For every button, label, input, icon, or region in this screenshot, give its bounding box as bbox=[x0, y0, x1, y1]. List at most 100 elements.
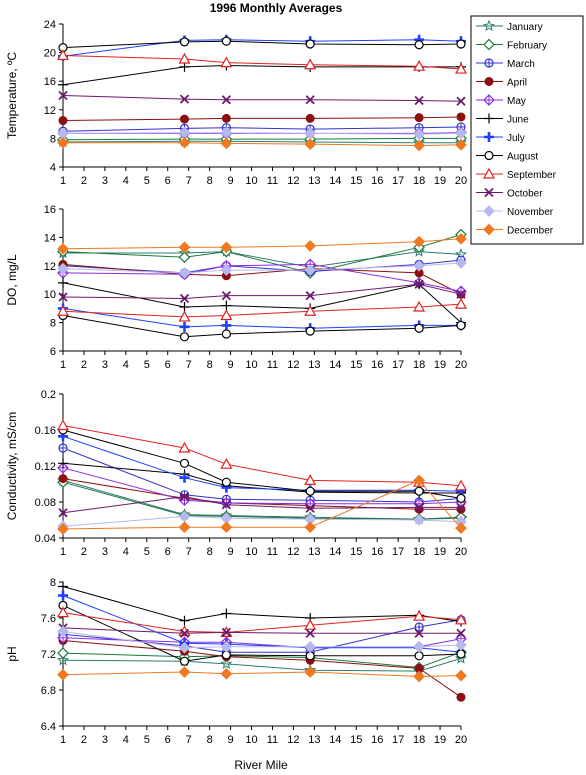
x-tick-label: 2 bbox=[81, 734, 87, 746]
data-point bbox=[305, 39, 315, 49]
x-tick-label: 4 bbox=[123, 546, 129, 558]
data-point bbox=[456, 39, 466, 49]
series-line bbox=[62, 640, 462, 698]
legend-marker bbox=[484, 58, 494, 68]
series-september bbox=[56, 297, 468, 322]
x-tick-label: 4 bbox=[123, 175, 129, 187]
marker-shape bbox=[57, 242, 69, 255]
legend-label: September bbox=[507, 170, 557, 181]
marker-shape bbox=[413, 514, 425, 526]
series-line bbox=[62, 429, 462, 499]
data-point bbox=[456, 112, 466, 122]
data-point bbox=[413, 128, 425, 140]
data-point bbox=[304, 640, 317, 653]
legend-label: December bbox=[507, 226, 554, 237]
data-point bbox=[58, 116, 68, 126]
x-tick-label: 19 bbox=[434, 359, 446, 371]
panel-3: 0.040.080.120.160.21 2 3 4 5 6 7 8 9 10 11 12 13 14 15… bbox=[5, 389, 467, 558]
marker-shape bbox=[455, 232, 467, 245]
legend-item: April bbox=[476, 77, 527, 89]
data-point bbox=[178, 441, 191, 453]
y-tick-label: 16 bbox=[44, 204, 56, 216]
data-point bbox=[56, 606, 70, 618]
legend-marker bbox=[483, 205, 495, 217]
legend-item: December bbox=[476, 223, 554, 237]
series-line bbox=[62, 282, 462, 323]
data-point bbox=[179, 628, 190, 638]
marker-shape bbox=[455, 127, 467, 140]
data-point bbox=[178, 641, 191, 654]
data-point bbox=[304, 240, 317, 252]
data-point bbox=[456, 289, 466, 299]
legend-item: June bbox=[476, 113, 529, 126]
y-tick-label: 10 bbox=[44, 289, 56, 301]
y-tick-label: 14 bbox=[44, 232, 56, 244]
data-point bbox=[455, 127, 467, 140]
series-line bbox=[62, 651, 462, 669]
data-point bbox=[221, 608, 232, 619]
data-point bbox=[456, 628, 466, 638]
data-point bbox=[220, 667, 233, 680]
series-line bbox=[62, 612, 462, 633]
data-point bbox=[57, 523, 69, 535]
x-tick-label: 6 bbox=[165, 359, 171, 371]
series-line bbox=[62, 315, 462, 338]
marker-shape bbox=[220, 640, 233, 653]
data-point bbox=[455, 639, 467, 651]
marker-shape bbox=[483, 38, 495, 51]
x-tick-label: 1 bbox=[60, 175, 66, 187]
data-point bbox=[220, 137, 233, 150]
x-tick-label: 8 bbox=[207, 359, 213, 371]
legend-item: February bbox=[476, 38, 547, 52]
x-axis-label: River Mile bbox=[234, 758, 288, 772]
marker-shape bbox=[304, 240, 317, 252]
marker-shape bbox=[455, 522, 467, 534]
y-tick-label: 0.2 bbox=[41, 389, 56, 401]
data-point bbox=[413, 670, 425, 683]
data-point bbox=[454, 613, 468, 625]
data-point bbox=[414, 323, 424, 333]
marker-shape bbox=[178, 666, 191, 678]
series-september bbox=[56, 606, 468, 638]
series-line bbox=[62, 95, 462, 102]
x-tick-label: 7 bbox=[186, 734, 192, 746]
series-line bbox=[62, 671, 462, 678]
y-tick-label: 0.04 bbox=[35, 533, 56, 545]
series-line bbox=[62, 496, 461, 514]
x-tick-label: 18 bbox=[413, 175, 425, 187]
marker-shape bbox=[178, 136, 191, 149]
legend-label: May bbox=[507, 96, 526, 107]
data-point bbox=[456, 320, 466, 331]
data-point bbox=[455, 669, 467, 682]
series-august bbox=[58, 425, 466, 503]
x-tick-label: 4 bbox=[123, 734, 129, 746]
series-line bbox=[62, 627, 461, 634]
data-point bbox=[178, 310, 191, 322]
legend-item: October bbox=[476, 187, 543, 200]
series-line bbox=[62, 479, 462, 530]
y-tick-label: 0.16 bbox=[35, 425, 56, 437]
legend-marker bbox=[482, 167, 496, 179]
data-point bbox=[414, 628, 424, 638]
series-october bbox=[58, 623, 466, 638]
series-line bbox=[62, 140, 461, 144]
y-tick-label: 12 bbox=[44, 105, 56, 117]
marker-shape bbox=[57, 136, 69, 149]
marker-shape bbox=[304, 666, 317, 678]
series-line bbox=[62, 604, 462, 662]
y-tick-label: 8 bbox=[50, 577, 56, 589]
series-line bbox=[62, 40, 462, 49]
y-axis-label: pH bbox=[5, 646, 19, 661]
legend-label: August bbox=[507, 152, 538, 163]
x-tick-label: 17 bbox=[392, 359, 404, 371]
data-point bbox=[179, 472, 190, 483]
data-point bbox=[456, 649, 466, 659]
x-tick-label: 11 bbox=[267, 546, 278, 558]
marker-shape bbox=[57, 523, 69, 535]
data-point bbox=[220, 309, 233, 321]
x-tick-label: 20 bbox=[455, 734, 467, 746]
data-point bbox=[305, 628, 315, 638]
marker-shape bbox=[220, 137, 233, 150]
series-line bbox=[62, 132, 462, 135]
